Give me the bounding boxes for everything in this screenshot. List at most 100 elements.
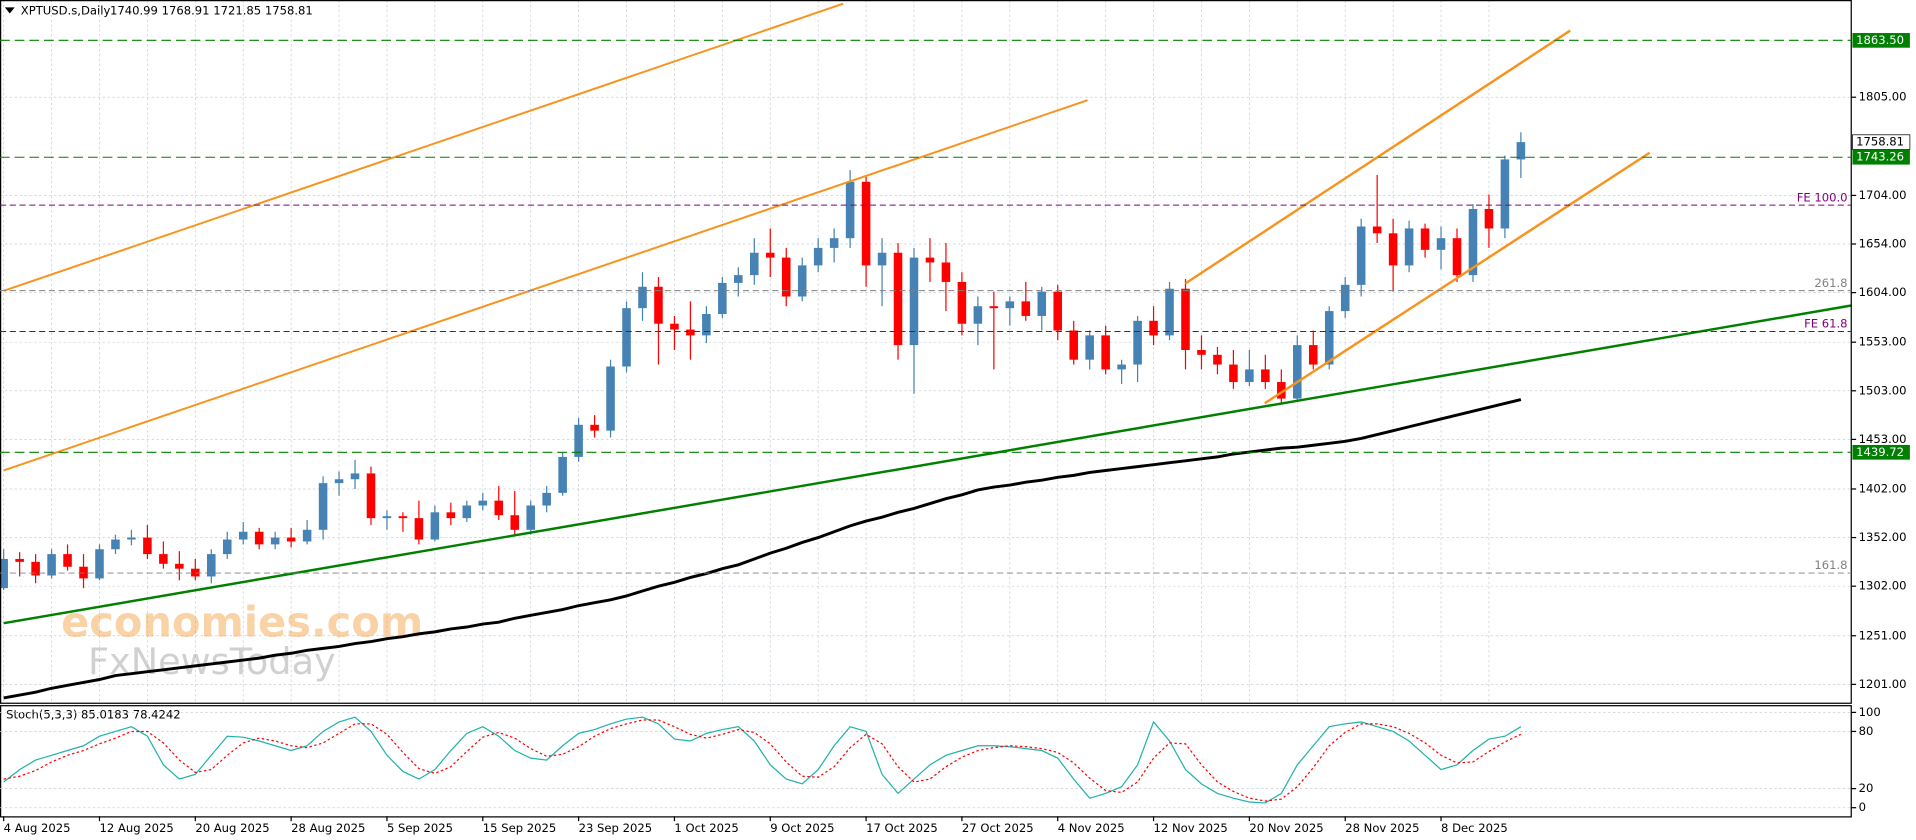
channel-line [1184, 29, 1571, 285]
candle-body [1484, 209, 1494, 229]
candle-body [1468, 209, 1478, 276]
x-tick-label: 23 Sep 2025 [579, 821, 652, 835]
stoch-tick-label: 0 [1859, 800, 1866, 814]
x-tick-label: 4 Aug 2025 [4, 821, 71, 835]
candle-body [1021, 301, 1031, 316]
menu-arrow[interactable] [4, 7, 15, 14]
candle-body [1197, 349, 1206, 355]
candle-body [1149, 320, 1158, 336]
candle-body [398, 516, 408, 519]
candle-body [350, 473, 360, 480]
candle-body [1277, 382, 1286, 399]
candle-body [1340, 284, 1350, 312]
candle-body [1293, 345, 1302, 399]
y-tick-label: 1503.00 [1859, 383, 1907, 397]
candle-body [446, 512, 456, 519]
stoch-tick-label: 80 [1859, 724, 1874, 738]
y-tick-label: 1805.00 [1859, 90, 1907, 104]
y-tick-label: 1553.00 [1859, 335, 1907, 349]
candle-body [1436, 238, 1446, 250]
x-tick-label: 9 Oct 2025 [770, 821, 834, 835]
candle-body [1308, 345, 1318, 365]
y-tick-label: 1402.00 [1859, 481, 1907, 495]
candle-body [1213, 354, 1222, 365]
candle-body [654, 286, 663, 324]
x-tick-label: 17 Oct 2025 [866, 821, 938, 835]
fib-label: FE 100.0 [1797, 190, 1848, 204]
x-tick-label: 27 Oct 2025 [962, 821, 1034, 835]
candle-body [989, 306, 999, 309]
candle-body [606, 366, 615, 431]
x-tick-label: 15 Sep 2025 [483, 821, 556, 835]
candle-body [382, 516, 392, 519]
trend-line [3, 2, 844, 292]
candle-body [510, 515, 520, 530]
candle-body [1005, 301, 1015, 309]
x-tick-label: 8 Dec 2025 [1441, 821, 1508, 835]
candle-body [1372, 226, 1382, 234]
candle-body [366, 473, 376, 519]
candle-body [781, 257, 791, 297]
candle-body [1261, 369, 1270, 383]
candle-body [222, 539, 232, 555]
candle-body [15, 558, 24, 562]
candle-body [207, 554, 216, 577]
x-tick-label: 28 Nov 2025 [1345, 821, 1419, 835]
y-tick-label: 1352.00 [1859, 530, 1907, 544]
candle-body [925, 257, 935, 263]
y-tick-label: 1604.00 [1859, 285, 1907, 299]
candle-body [734, 275, 743, 283]
candle-body [638, 286, 647, 309]
candle-body [1069, 330, 1078, 360]
candle-body [414, 518, 424, 540]
candle-body [1452, 238, 1462, 276]
candle-body [1420, 228, 1430, 250]
candle-body [1516, 142, 1526, 160]
level-label: 1863.50 [1856, 33, 1904, 47]
candle-body [1324, 311, 1334, 365]
candle-body [1500, 159, 1510, 229]
support-line [3, 304, 1852, 625]
stoch-tick-label: 100 [1859, 705, 1881, 719]
candle-body [31, 561, 40, 576]
candle-body [318, 483, 328, 530]
candle-body [542, 492, 551, 506]
candle-body [590, 424, 599, 431]
x-tick-label: 1 Oct 2025 [674, 821, 738, 835]
candle-body [877, 252, 887, 266]
candle-body [1101, 335, 1110, 370]
candle-body [813, 247, 823, 266]
stoch-frame [0, 705, 1852, 818]
stoch-tick-label: 20 [1859, 781, 1874, 795]
candle-body [302, 529, 312, 542]
watermark: economies.com [61, 598, 423, 647]
candle-body [829, 238, 839, 248]
candle-body [765, 252, 775, 258]
fib-label: 261.8 [1814, 276, 1847, 290]
ohlc: 1740.99 1768.91 1721.85 1758.81 [110, 4, 313, 18]
candle-body [1165, 288, 1174, 336]
last-price-label: 1758.81 [1856, 135, 1904, 149]
y-tick-label: 1453.00 [1859, 432, 1907, 446]
level-box [1852, 33, 1910, 48]
candle-body [526, 505, 535, 530]
candle-body [286, 537, 296, 542]
candle-body [558, 456, 567, 493]
candle-body [63, 554, 72, 567]
candle-body [478, 500, 488, 506]
candle-body [973, 306, 983, 324]
main-frame [0, 0, 1852, 704]
candle-body [175, 563, 184, 569]
candle-body [1133, 320, 1142, 365]
fib-label: FE 61.8 [1804, 317, 1847, 331]
level-box [1852, 444, 1910, 460]
ma-line [3, 398, 1522, 700]
y-tick-label: 1654.00 [1859, 237, 1907, 251]
trend-line [3, 99, 1088, 472]
symbol: XPTUSD.s,Daily [21, 4, 111, 18]
candle-body [893, 252, 903, 346]
watermark: FxNewsToday [88, 640, 336, 683]
candle-body [909, 257, 919, 346]
